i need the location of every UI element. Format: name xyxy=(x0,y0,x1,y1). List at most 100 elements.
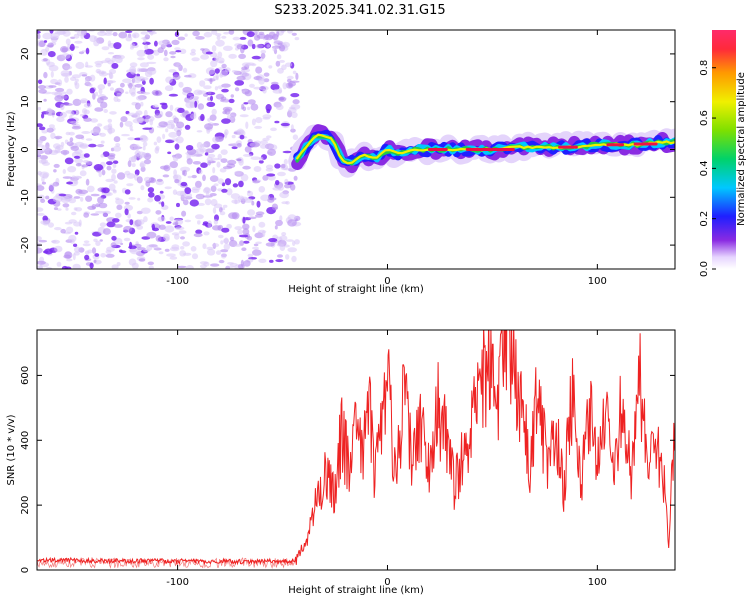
chart-title: S233.2025.341.02.31.G15 xyxy=(274,3,445,18)
y-tick-label: 0 xyxy=(20,146,31,152)
noise-blob xyxy=(243,260,251,267)
noise-blob xyxy=(74,246,81,253)
noise-blob xyxy=(123,225,133,233)
noise-blob xyxy=(125,36,133,42)
noise-blob xyxy=(73,178,78,185)
noise-blob xyxy=(139,62,149,68)
noise-blob xyxy=(63,254,72,259)
noise-blob xyxy=(61,95,68,99)
noise-blob xyxy=(280,122,290,127)
noise-blob xyxy=(224,129,229,136)
noise-blob xyxy=(164,186,172,190)
noise-blob xyxy=(200,113,205,122)
noise-blob xyxy=(97,123,103,127)
noise-blob xyxy=(222,204,228,208)
noise-blob xyxy=(154,147,160,154)
noise-blob xyxy=(174,233,180,240)
noise-blob xyxy=(79,170,87,177)
noise-blob xyxy=(81,74,87,77)
noise-blob xyxy=(246,235,253,241)
noise-blob xyxy=(74,155,81,159)
noise-blob xyxy=(194,100,198,108)
noise-blob xyxy=(239,36,247,40)
noise-blob xyxy=(79,113,85,117)
noise-blob xyxy=(282,150,293,154)
noise-blob xyxy=(124,201,130,205)
noise-blob xyxy=(235,158,242,162)
noise-blob xyxy=(86,185,95,193)
noise-blob xyxy=(43,40,48,43)
noise-blob xyxy=(275,259,284,263)
noise-blob xyxy=(174,47,181,51)
noise-blob xyxy=(84,78,90,84)
noise-blob xyxy=(140,31,149,35)
noise-blob xyxy=(207,97,211,101)
noise-blob xyxy=(85,178,90,186)
noise-blob xyxy=(107,127,116,134)
noise-blob xyxy=(262,117,271,120)
noise-blob xyxy=(42,58,48,62)
noise-blob xyxy=(234,226,243,231)
noise-blob xyxy=(223,238,229,244)
noise-blob xyxy=(50,78,59,85)
noise-blob xyxy=(178,81,184,88)
noise-blob xyxy=(169,161,178,169)
noise-blob xyxy=(252,246,259,250)
noise-blob xyxy=(51,36,58,43)
noise-blob xyxy=(156,178,163,182)
noise-blob xyxy=(137,57,145,61)
noise-blob xyxy=(70,145,80,151)
noise-blob xyxy=(74,231,79,235)
noise-blob xyxy=(69,43,75,52)
noise-blob xyxy=(42,32,53,40)
noise-blob xyxy=(107,82,111,87)
noise-blob xyxy=(184,124,191,130)
noise-blob xyxy=(60,149,70,155)
noise-blob xyxy=(95,68,102,74)
noise-blob xyxy=(37,207,44,212)
noise-blob xyxy=(88,143,97,148)
noise-blob xyxy=(234,243,242,247)
snr-panel: -100 0 100 0 200 400 600 Height of straight l… xyxy=(6,329,676,596)
colorbar-tick-label: 0.8 xyxy=(699,60,710,76)
noise-blob xyxy=(106,165,112,171)
noise-blob xyxy=(43,71,48,79)
colorbar-gradient xyxy=(712,30,736,269)
noise-blob xyxy=(290,124,294,131)
noise-blob xyxy=(85,61,89,68)
noise-blob xyxy=(147,261,154,266)
y-tick-label: 200 xyxy=(20,496,31,515)
noise-blob xyxy=(111,62,119,69)
noise-blob xyxy=(254,232,264,239)
noise-blob xyxy=(272,187,282,191)
noise-blob xyxy=(136,73,140,77)
noise-blob xyxy=(213,219,219,225)
noise-blob xyxy=(191,188,200,193)
x-tick-label: 0 xyxy=(384,276,390,287)
noise-blob xyxy=(85,195,93,202)
spectrogram-x-label: Height of straight line (km) xyxy=(288,284,424,295)
noise-blob xyxy=(168,93,179,97)
noise-blob xyxy=(256,200,261,208)
noise-blob xyxy=(272,88,283,94)
noise-blob xyxy=(229,236,235,242)
noise-blob xyxy=(287,214,297,221)
noise-blob xyxy=(124,120,133,127)
noise-blob xyxy=(165,76,173,84)
noise-blob xyxy=(283,167,290,171)
noise-blob xyxy=(214,86,218,91)
noise-blob xyxy=(93,164,104,171)
noise-blob xyxy=(115,197,120,200)
noise-blob xyxy=(277,254,283,258)
noise-blob xyxy=(228,212,238,220)
noise-blob xyxy=(129,66,137,74)
noise-blob xyxy=(39,264,43,269)
noise-blob xyxy=(234,80,245,86)
noise-blob xyxy=(147,197,154,203)
noise-blob xyxy=(265,164,274,170)
noise-blob xyxy=(92,92,96,100)
noise-blob xyxy=(258,221,266,228)
x-tick-label: -100 xyxy=(166,577,189,588)
noise-blob xyxy=(146,231,157,239)
noise-blob xyxy=(280,163,286,169)
